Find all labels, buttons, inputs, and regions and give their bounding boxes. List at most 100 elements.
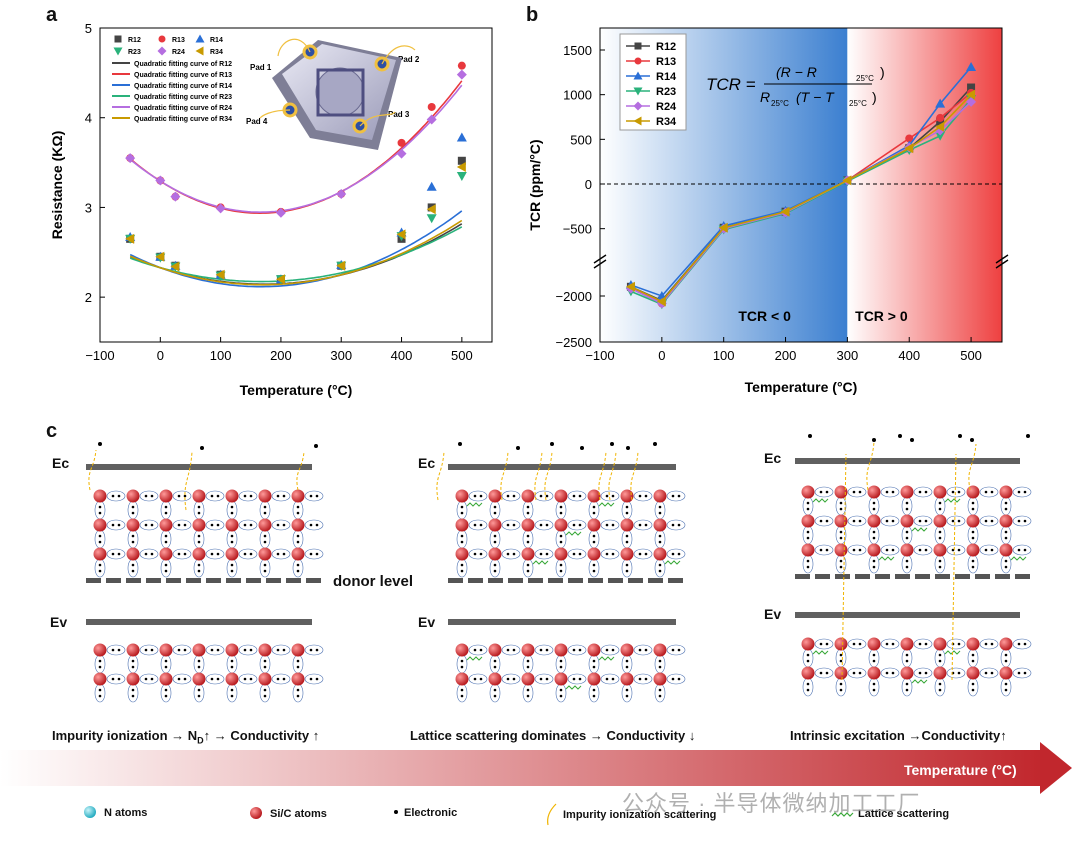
sic-atom (258, 672, 272, 686)
sic-atom (653, 489, 667, 503)
bond-electron (131, 659, 135, 663)
sic-atom (488, 672, 502, 686)
bond-electron (938, 507, 942, 511)
bond-shell (106, 490, 126, 502)
fit-curve-r23 (129, 226, 463, 283)
bond-shell (1000, 648, 1012, 668)
sic-atom (620, 547, 634, 561)
legend-lattice-glyph (831, 812, 854, 817)
bond-electron (990, 519, 994, 523)
bond-electron (806, 507, 810, 511)
bond-electron (806, 653, 810, 657)
data-point (625, 281, 635, 292)
bond-electron (230, 540, 234, 544)
bond-shell (946, 515, 966, 527)
donor-level-segment (508, 578, 523, 583)
bond-shell (304, 644, 324, 656)
bond-electron (111, 552, 115, 556)
bond-electron (98, 511, 102, 515)
bond-electron (479, 648, 483, 652)
bond-electron (839, 653, 843, 657)
bond-shell (226, 654, 238, 674)
bond-electron (144, 494, 148, 498)
bond-electron (216, 494, 220, 498)
bond-electron (611, 552, 615, 556)
bond-shell (913, 667, 933, 679)
bond-shell (847, 667, 867, 679)
bond-electron (526, 694, 530, 698)
bond-shell (555, 529, 567, 549)
donor-level-label: donor level (333, 573, 414, 590)
bond-electron (578, 648, 582, 652)
bond-electron (990, 548, 994, 552)
bond-electron (282, 523, 286, 527)
bond-electron (150, 552, 154, 556)
bond-shell (600, 673, 620, 685)
y-axis-label: TCR (ppm/°C) (527, 139, 543, 230)
sic-atom (620, 672, 634, 686)
data-point (125, 153, 136, 164)
x-tick-label: 300 (837, 348, 859, 363)
bond-electron (296, 505, 300, 509)
bond-electron (839, 688, 843, 692)
data-point (155, 251, 165, 262)
bond-electron (164, 569, 168, 573)
bond-electron (506, 648, 510, 652)
legend-label: R24 (656, 101, 677, 113)
bond-electron (230, 659, 234, 663)
data-point (780, 206, 790, 217)
bond-shell (456, 529, 468, 549)
bond-electron (315, 523, 319, 527)
bond-electron (296, 659, 300, 663)
bond-electron (512, 494, 516, 498)
bond-shell (94, 654, 106, 674)
bond-shell (238, 644, 258, 656)
bond-shell (522, 654, 534, 674)
bond-electron (263, 694, 267, 698)
bond-shell (534, 673, 554, 685)
sic-atom (192, 547, 206, 561)
bond-electron (839, 559, 843, 563)
bond-shell (205, 644, 225, 656)
bond-electron (625, 569, 629, 573)
formula-sub: 25°C (849, 99, 867, 108)
sic-atom (159, 518, 173, 532)
bond-shell (814, 667, 834, 679)
free-electron (872, 438, 876, 442)
bond-shell (534, 548, 554, 560)
bond-shell (967, 648, 979, 668)
bond-electron (592, 534, 596, 538)
bond-electron (872, 565, 876, 569)
bond-electron (885, 519, 889, 523)
sic-atom (653, 518, 667, 532)
free-electron (1026, 434, 1030, 438)
bond-shell (901, 525, 913, 545)
bond-electron (177, 494, 181, 498)
bond-shell (226, 558, 238, 578)
bond-shell (106, 548, 126, 560)
bond-electron (493, 659, 497, 663)
bond-shell (226, 529, 238, 549)
bond-electron (1004, 559, 1008, 563)
bond-electron (98, 694, 102, 698)
bond-electron (825, 490, 829, 494)
bond-electron (296, 511, 300, 515)
legend-electronic: Electronic (404, 807, 458, 819)
sic-atom (834, 485, 848, 499)
bond-electron (592, 505, 596, 509)
sic-atom (966, 543, 980, 557)
bond-shell (304, 548, 324, 560)
bond-electron (625, 694, 629, 698)
bond-shell (259, 500, 271, 520)
donor-level-segment (146, 578, 161, 583)
bond-electron (539, 552, 543, 556)
data-point (456, 172, 467, 182)
sic-atom (966, 485, 980, 499)
y-tick-label: 0 (585, 177, 592, 192)
bond-electron (545, 677, 549, 681)
bond-electron (605, 552, 609, 556)
data-point (656, 296, 666, 307)
bond-electron (263, 511, 267, 515)
bond-electron (872, 507, 876, 511)
sic-atom (192, 672, 206, 686)
